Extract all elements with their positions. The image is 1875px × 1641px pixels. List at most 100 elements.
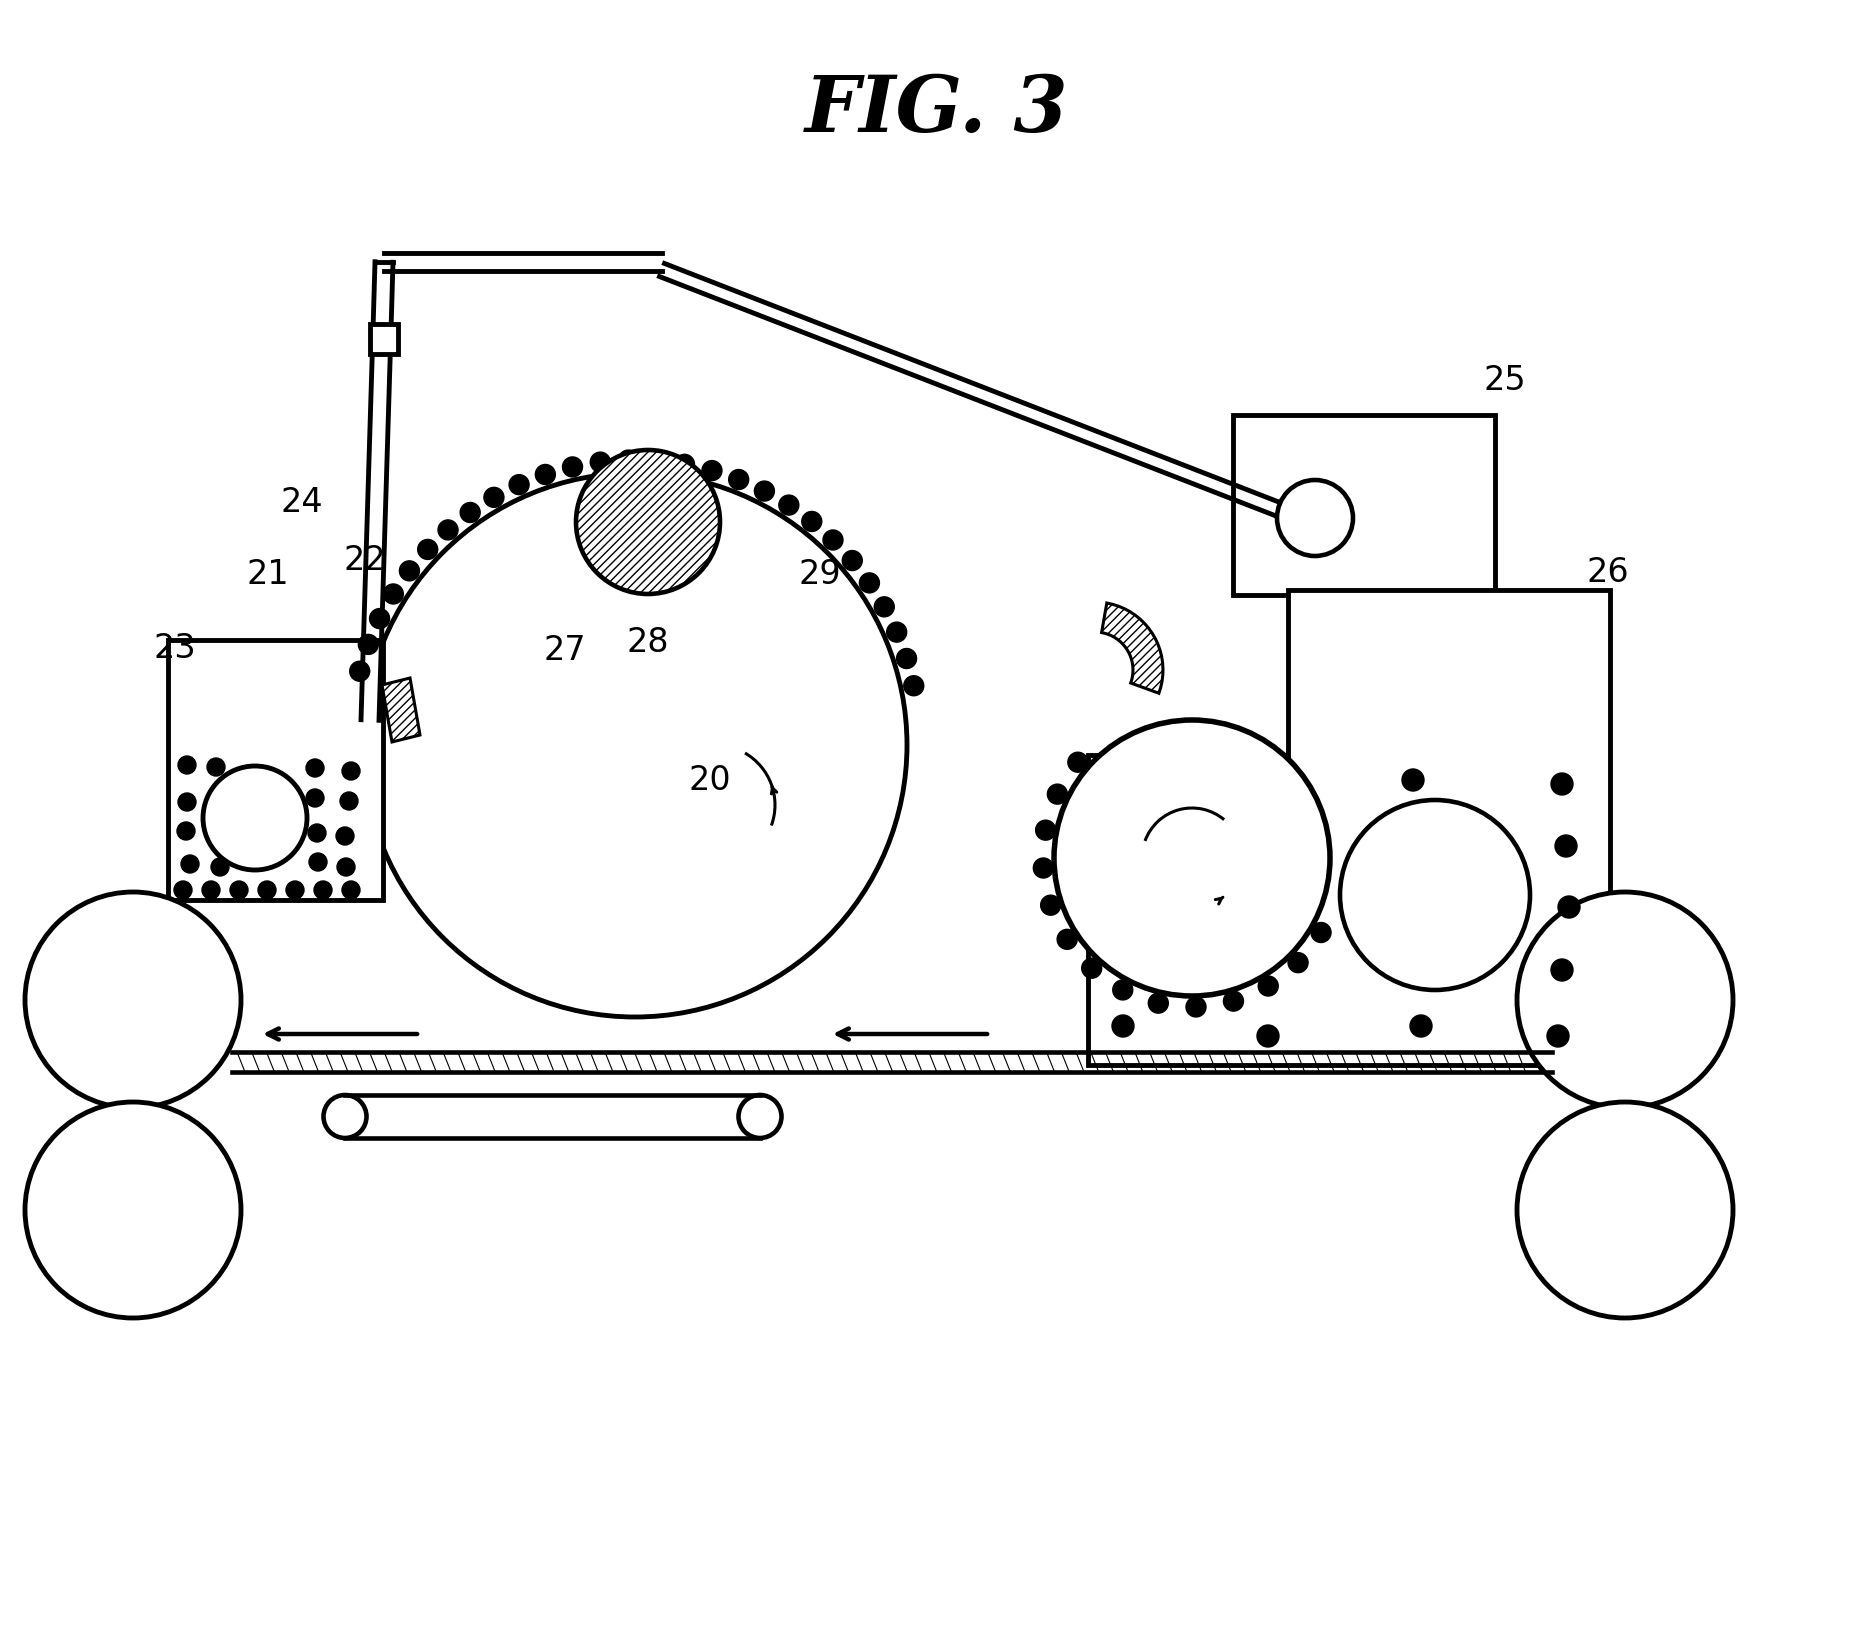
Circle shape [351, 661, 369, 681]
Circle shape [459, 502, 480, 522]
Circle shape [1517, 893, 1732, 1108]
Circle shape [802, 512, 821, 532]
Circle shape [1148, 993, 1168, 1012]
Circle shape [231, 881, 248, 899]
Circle shape [1410, 1016, 1432, 1037]
Circle shape [24, 893, 242, 1108]
Circle shape [1058, 929, 1076, 950]
Circle shape [1082, 958, 1102, 978]
Circle shape [358, 635, 379, 655]
Bar [169, 640, 382, 899]
Circle shape [336, 827, 354, 845]
Text: 22: 22 [343, 543, 386, 576]
Circle shape [341, 881, 360, 899]
Circle shape [306, 760, 324, 776]
Circle shape [1341, 801, 1530, 990]
Circle shape [1517, 1103, 1732, 1318]
Circle shape [510, 474, 529, 494]
Circle shape [887, 622, 908, 642]
Circle shape [313, 881, 332, 899]
Circle shape [1035, 820, 1056, 840]
Circle shape [176, 822, 195, 840]
Circle shape [484, 487, 504, 507]
Circle shape [212, 858, 229, 876]
Circle shape [1277, 481, 1354, 556]
Circle shape [1048, 784, 1067, 804]
Circle shape [306, 789, 324, 807]
Circle shape [178, 793, 197, 811]
Circle shape [418, 540, 437, 560]
Circle shape [647, 451, 666, 471]
Circle shape [1054, 720, 1329, 996]
Text: 21: 21 [248, 558, 289, 591]
Bar [1234, 415, 1494, 596]
Circle shape [842, 550, 862, 571]
Circle shape [287, 881, 304, 899]
Circle shape [896, 648, 917, 668]
Circle shape [562, 456, 583, 478]
Polygon shape [1088, 591, 1611, 1065]
Circle shape [1554, 835, 1577, 857]
Circle shape [729, 469, 748, 489]
Circle shape [439, 520, 457, 540]
Circle shape [382, 584, 403, 604]
Circle shape [399, 561, 420, 581]
Circle shape [859, 573, 879, 592]
Circle shape [1558, 896, 1581, 917]
Circle shape [178, 757, 197, 775]
Circle shape [1551, 773, 1573, 794]
Bar [369, 323, 398, 354]
Circle shape [1311, 922, 1331, 942]
Circle shape [1547, 1026, 1569, 1047]
Circle shape [24, 1103, 242, 1318]
Circle shape [174, 881, 191, 899]
Circle shape [576, 450, 720, 594]
Circle shape [874, 597, 894, 617]
Text: 25: 25 [1483, 364, 1526, 397]
Circle shape [675, 455, 694, 474]
Circle shape [701, 461, 722, 481]
Circle shape [823, 530, 844, 550]
Circle shape [1288, 953, 1309, 973]
Circle shape [324, 1095, 366, 1137]
Circle shape [1256, 1026, 1279, 1047]
Circle shape [778, 496, 799, 515]
Circle shape [536, 464, 555, 484]
Text: 27: 27 [544, 633, 587, 666]
Circle shape [1224, 991, 1243, 1011]
Circle shape [739, 1095, 782, 1137]
Circle shape [369, 609, 390, 629]
Circle shape [591, 453, 609, 473]
Text: 24: 24 [281, 486, 322, 520]
Circle shape [1112, 980, 1132, 999]
Polygon shape [1102, 602, 1162, 693]
Circle shape [1551, 958, 1573, 981]
Circle shape [1069, 752, 1088, 773]
Circle shape [308, 824, 326, 842]
Circle shape [202, 881, 219, 899]
Circle shape [309, 853, 326, 871]
Circle shape [364, 473, 908, 1017]
Circle shape [182, 855, 199, 873]
Circle shape [1187, 998, 1206, 1017]
Circle shape [1402, 770, 1423, 791]
Circle shape [619, 450, 638, 469]
Text: 29: 29 [799, 558, 842, 591]
Circle shape [1041, 896, 1061, 916]
Text: 26: 26 [1586, 556, 1629, 589]
Circle shape [754, 481, 774, 501]
Circle shape [338, 858, 354, 876]
Circle shape [1258, 976, 1279, 996]
Text: 28: 28 [626, 627, 669, 660]
Text: 23: 23 [154, 632, 197, 665]
Text: FIG. 3: FIG. 3 [804, 72, 1069, 148]
Text: 20: 20 [688, 763, 731, 796]
Circle shape [1112, 1016, 1134, 1037]
Circle shape [341, 761, 360, 779]
Circle shape [206, 758, 225, 776]
Circle shape [339, 793, 358, 811]
Circle shape [904, 676, 924, 696]
Circle shape [202, 766, 308, 870]
Circle shape [259, 881, 276, 899]
Polygon shape [382, 678, 420, 742]
